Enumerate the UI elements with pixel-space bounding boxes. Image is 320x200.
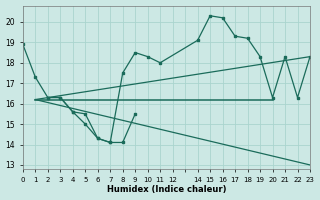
X-axis label: Humidex (Indice chaleur): Humidex (Indice chaleur) xyxy=(107,185,226,194)
